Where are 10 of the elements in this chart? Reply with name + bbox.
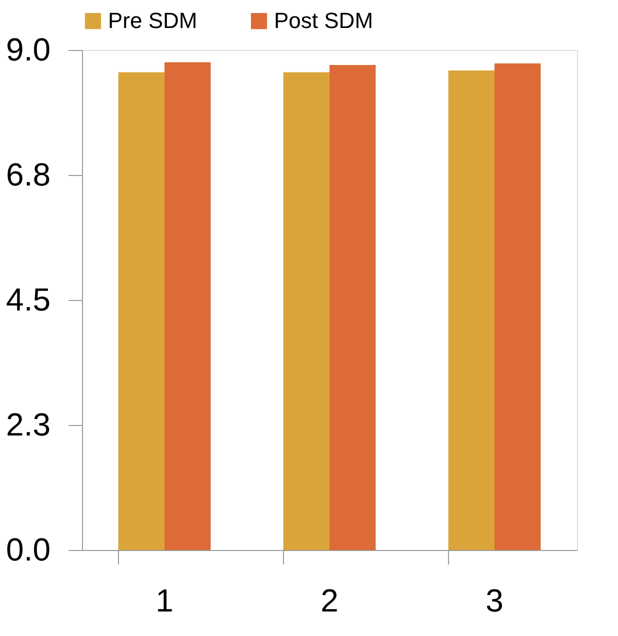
x-tick-label: 3 — [486, 582, 504, 618]
y-tick-label: 4.5 — [6, 282, 50, 318]
y-tick-label: 2.3 — [6, 406, 50, 442]
legend-label: Post SDM — [274, 8, 374, 33]
x-tick-label: 2 — [320, 582, 338, 618]
x-tick-label: 1 — [156, 582, 174, 618]
y-tick-label: 9.0 — [6, 32, 50, 68]
legend-label: Pre SDM — [108, 8, 198, 33]
y-tick-label: 0.0 — [6, 532, 50, 568]
y-tick-label: 6.8 — [6, 156, 50, 192]
